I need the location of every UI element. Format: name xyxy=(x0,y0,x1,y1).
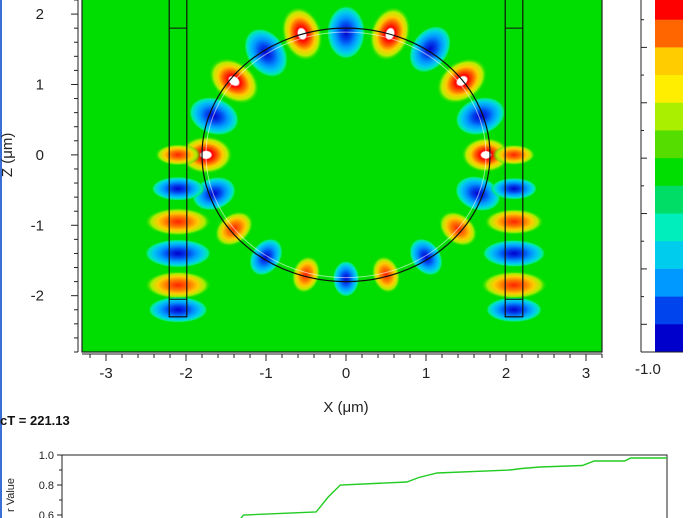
field-lobe xyxy=(454,175,502,212)
field-lobe xyxy=(483,208,545,235)
y-tick-label: 1 xyxy=(36,76,44,93)
field-lobe xyxy=(151,176,205,201)
field-lobe xyxy=(188,96,240,136)
plot-frame xyxy=(81,0,603,353)
colorbar-segment xyxy=(655,241,683,270)
field-lobe xyxy=(482,239,546,268)
colorbar-segment xyxy=(655,102,683,131)
y-axis-title: Z (μm) xyxy=(0,133,16,177)
field-lobe xyxy=(492,144,536,166)
line-y-tick-label: 0.8 xyxy=(39,480,54,492)
colorbar-segment xyxy=(655,324,683,353)
x-tick-label: 2 xyxy=(502,365,510,382)
line-y-tick-label: 0.6 xyxy=(39,510,54,518)
line-y-axis-title: r Value xyxy=(5,478,17,512)
waveguide-outline xyxy=(168,0,188,318)
series-line xyxy=(240,457,667,518)
y-tick-label: -2 xyxy=(31,288,44,305)
x-tick-label: 0 xyxy=(342,365,350,382)
field-lobe xyxy=(147,296,209,323)
field-heatmap: -3 -2 -1 0 1 2 3 X (μm) 2 1 0 -1 -2 Z (μm) xyxy=(0,0,603,416)
line-y-tick-label: 1.0 xyxy=(39,450,54,462)
colorbar-segment xyxy=(655,47,683,76)
ct-time-label: cT = 221.13 xyxy=(0,413,70,428)
colorbar-segment xyxy=(655,268,683,298)
field-lobe xyxy=(371,255,401,294)
colorbar: -1.0 xyxy=(635,0,683,378)
x-axis-title: X (μm) xyxy=(323,399,368,416)
colorbar-segment xyxy=(655,75,683,104)
colorbar-segment xyxy=(655,185,683,215)
colorbar-segment xyxy=(655,0,683,21)
field-lobe xyxy=(243,28,289,78)
field-lobe xyxy=(455,96,506,136)
ring-resonator-outline xyxy=(201,27,491,283)
line-plot: 1.0 0.8 0.6 r Value xyxy=(5,450,668,518)
field-lobe xyxy=(409,238,443,276)
colorbar-segment xyxy=(655,213,683,242)
ring-inner-edge xyxy=(205,31,487,279)
field-lobe xyxy=(291,255,321,294)
x-tick-label: -3 xyxy=(99,365,112,382)
field-lobe xyxy=(144,207,212,237)
line-plot-frame xyxy=(61,454,668,518)
window-left-border xyxy=(0,0,2,518)
field-lobe xyxy=(144,270,212,300)
x-tick-label: -1 xyxy=(259,365,272,382)
colorbar-segment xyxy=(655,158,683,187)
field-lobe xyxy=(154,143,202,166)
field-lobe xyxy=(485,297,543,323)
field-lobe xyxy=(144,239,212,268)
waveguide-outline xyxy=(504,0,524,318)
colorbar-min-label: -1.0 xyxy=(635,361,661,378)
y-tick-label: 2 xyxy=(36,6,44,23)
y-tick-label: -1 xyxy=(31,217,44,234)
field-lobe xyxy=(436,57,488,105)
field-lobe xyxy=(490,177,538,200)
field-lobe xyxy=(332,260,360,297)
x-tick-label: 1 xyxy=(422,365,430,382)
field-lobe xyxy=(249,238,283,276)
colorbar-segment xyxy=(655,19,683,48)
x-tick-label: 3 xyxy=(582,365,590,382)
field-lobe xyxy=(480,270,548,300)
colorbar-segment xyxy=(655,130,683,159)
y-tick-label: 0 xyxy=(36,147,44,164)
x-tick-label: -2 xyxy=(179,365,192,382)
colorbar-segment xyxy=(655,296,683,325)
field-lobe xyxy=(408,25,452,73)
